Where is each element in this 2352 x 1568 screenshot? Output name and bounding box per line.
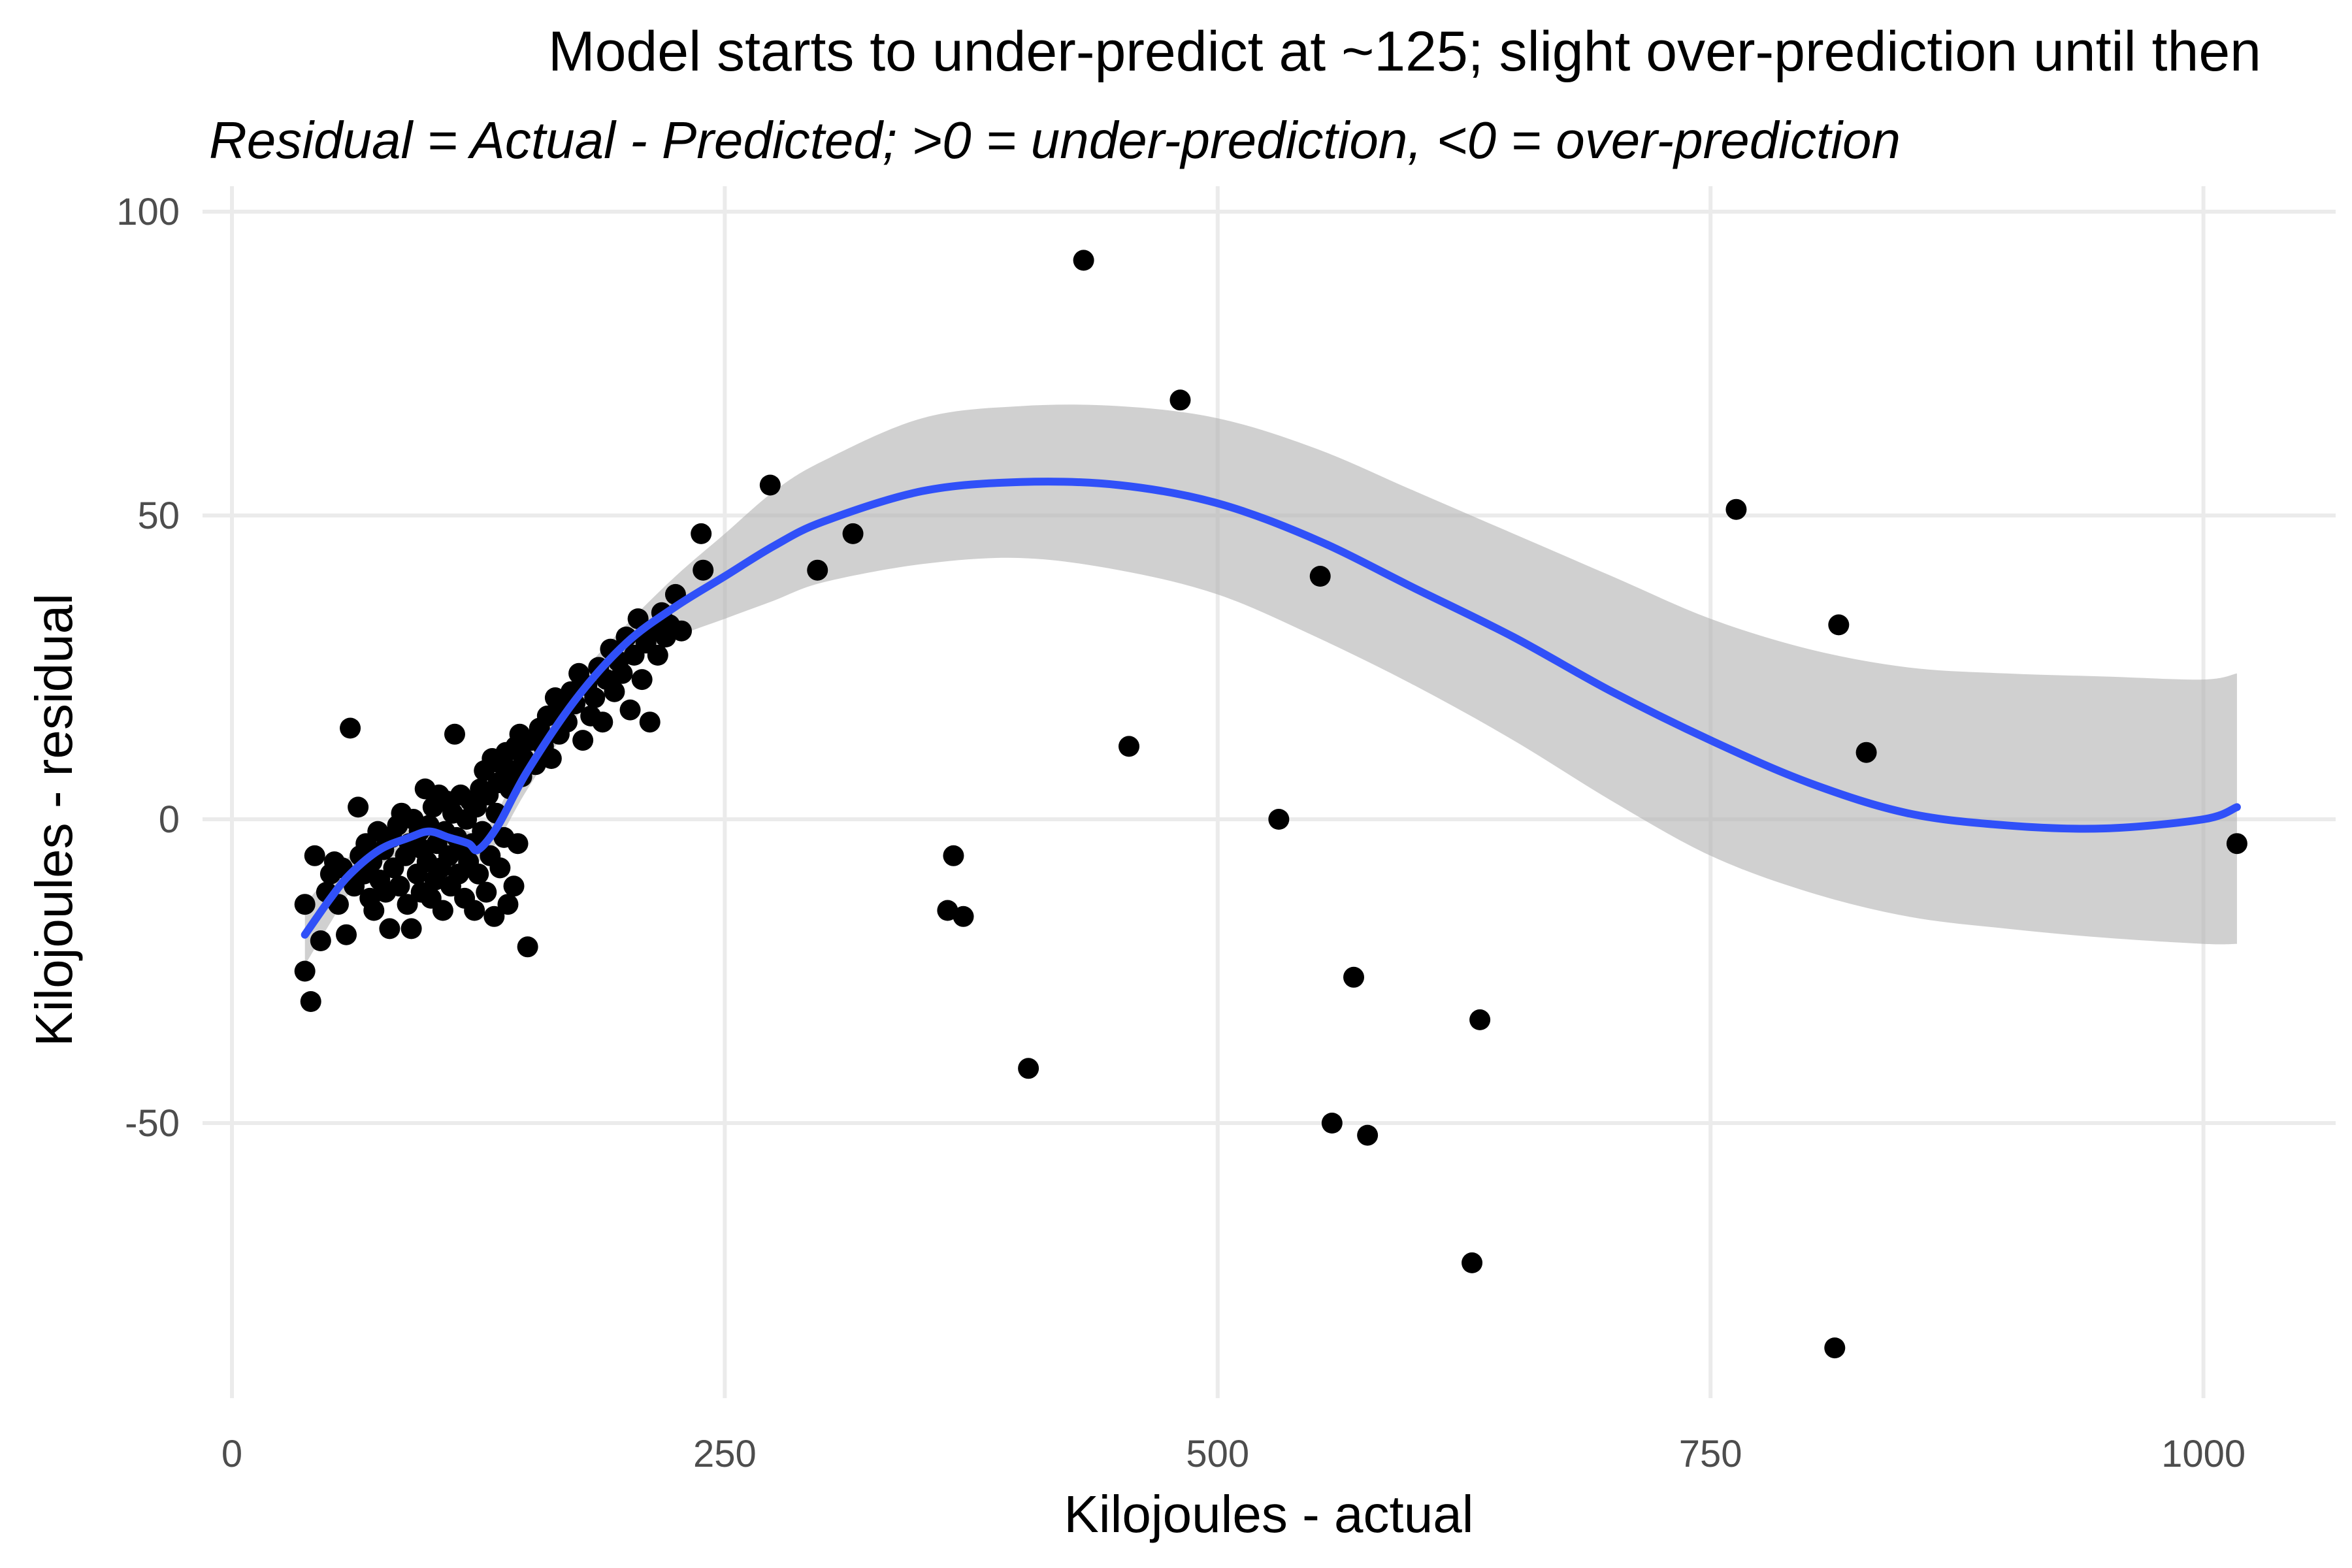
data-point xyxy=(468,863,489,885)
data-point xyxy=(340,717,361,739)
x-tick-label: 750 xyxy=(1679,1433,1742,1475)
data-point xyxy=(489,857,511,879)
data-point xyxy=(536,705,558,727)
y-tick-label: 100 xyxy=(116,191,180,233)
chart-title: Model starts to under-predict at ~125; s… xyxy=(548,20,2261,83)
smooth-line xyxy=(301,478,2241,939)
data-point xyxy=(1343,966,1365,988)
data-point xyxy=(389,875,410,897)
data-point xyxy=(1169,389,1191,411)
data-point xyxy=(397,894,418,915)
data-points xyxy=(294,250,2247,1359)
x-axis-label: Kilojoules - actual xyxy=(1064,1485,1474,1543)
data-point xyxy=(540,748,562,769)
data-point xyxy=(1828,614,1850,636)
data-point xyxy=(476,881,497,903)
data-point xyxy=(503,875,525,897)
x-tick-label: 250 xyxy=(693,1433,757,1475)
data-point xyxy=(592,711,613,733)
data-point xyxy=(693,559,714,581)
data-point xyxy=(842,523,864,544)
data-point xyxy=(400,918,422,939)
confidence-band-area xyxy=(304,404,2237,966)
data-point xyxy=(483,906,505,927)
data-point xyxy=(619,699,641,721)
confidence-band xyxy=(304,404,2237,966)
x-tick-label: 1000 xyxy=(2161,1433,2246,1475)
data-point xyxy=(1268,809,1290,830)
data-point xyxy=(631,669,653,691)
data-point xyxy=(294,894,316,915)
data-point xyxy=(2226,833,2247,855)
data-point xyxy=(1725,498,1747,520)
x-tick-label: 0 xyxy=(221,1433,242,1475)
data-point xyxy=(671,620,693,642)
data-point xyxy=(1469,1009,1491,1030)
data-point xyxy=(432,900,453,921)
data-point xyxy=(1321,1113,1343,1134)
data-point xyxy=(464,900,485,921)
data-point xyxy=(807,559,828,581)
data-point xyxy=(953,906,974,927)
chart-subtitle: Residual = Actual - Predicted; >0 = unde… xyxy=(209,111,1901,169)
data-point xyxy=(363,900,385,921)
y-axis-ticks: -50 0 50 100 xyxy=(116,191,180,1145)
data-point xyxy=(1073,250,1094,271)
x-tick-label: 500 xyxy=(1186,1433,1249,1475)
data-point xyxy=(612,662,633,684)
data-point xyxy=(1119,736,1140,757)
y-axis-label: Kilojoules - residual xyxy=(25,593,83,1047)
data-point xyxy=(759,474,781,496)
data-point xyxy=(572,730,594,751)
data-point xyxy=(294,960,316,982)
data-point xyxy=(604,681,625,702)
data-point xyxy=(517,936,538,958)
data-point xyxy=(507,833,529,855)
data-point xyxy=(691,523,712,544)
data-point xyxy=(1462,1252,1483,1273)
data-point xyxy=(444,723,465,745)
data-point xyxy=(937,900,958,921)
data-point xyxy=(943,845,964,866)
data-point xyxy=(1357,1124,1379,1146)
y-tick-label: 50 xyxy=(137,495,180,537)
data-point xyxy=(379,918,400,939)
y-tick-label: 0 xyxy=(159,798,180,841)
data-point xyxy=(647,644,668,666)
data-point xyxy=(336,924,357,945)
smooth-line-group xyxy=(301,478,2241,939)
data-point xyxy=(1018,1058,1039,1079)
x-axis-ticks: 0 250 500 750 1000 xyxy=(221,1433,2246,1475)
y-tick-label: -50 xyxy=(125,1102,180,1145)
data-point xyxy=(1855,742,1877,763)
data-point xyxy=(584,687,606,708)
data-point xyxy=(497,894,519,915)
data-point xyxy=(300,991,321,1012)
data-point xyxy=(348,796,369,818)
data-point xyxy=(310,930,331,951)
data-point xyxy=(1824,1337,1846,1359)
data-point xyxy=(639,711,661,733)
data-point xyxy=(1309,566,1331,587)
data-point xyxy=(304,845,325,866)
